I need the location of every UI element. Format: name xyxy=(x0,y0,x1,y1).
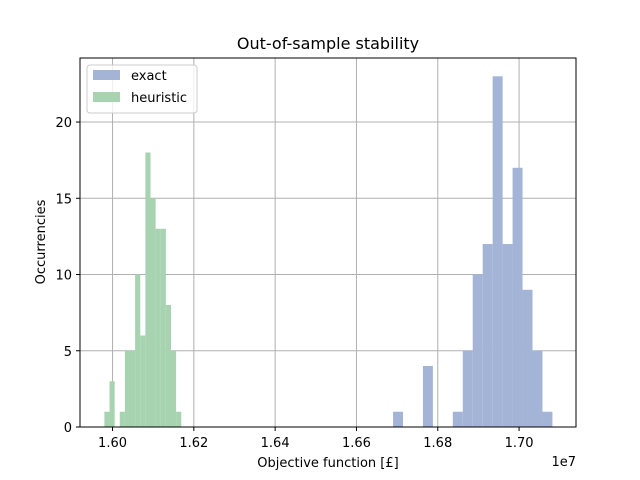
x-tick-label: 1.68 xyxy=(423,436,452,451)
y-tick-label: 5 xyxy=(64,345,72,360)
x-tick-label: 1.70 xyxy=(505,436,534,451)
chart-title: Out-of-sample stability xyxy=(237,34,419,53)
y-axis-label: Occurrencies xyxy=(34,199,49,284)
x-axis-ticks: 1.60 1.62 1.64 1.66 1.68 1.70 xyxy=(98,427,534,451)
y-axis-ticks: 0 5 10 15 20 xyxy=(55,116,80,436)
x-axis-offset-label: 1e7 xyxy=(551,455,576,470)
x-axis-label: Objective function [£] xyxy=(257,456,398,471)
legend: exact heuristic xyxy=(86,64,198,114)
histogram-bar-exact xyxy=(393,411,404,427)
x-tick-label: 1.60 xyxy=(98,436,127,451)
histogram-bar-exact xyxy=(492,76,503,428)
histogram-bar-heuristic xyxy=(165,305,171,427)
histogram-bar-heuristic xyxy=(130,350,136,427)
histogram-bar-heuristic xyxy=(145,152,151,428)
histogram-bar-exact xyxy=(462,350,473,427)
histogram-bar-heuristic xyxy=(109,381,115,427)
histogram-bar-exact xyxy=(522,289,533,427)
legend-label-exact: exact xyxy=(131,69,167,84)
histogram-bar-exact xyxy=(452,411,463,427)
histogram-bar-heuristic xyxy=(160,228,166,427)
y-tick-label: 20 xyxy=(55,116,72,131)
legend-label-heuristic: heuristic xyxy=(131,91,187,106)
series-heuristic-bars xyxy=(104,152,182,428)
histogram-bar-heuristic xyxy=(124,350,131,427)
histogram-bar-exact xyxy=(512,167,523,427)
x-tick-label: 1.62 xyxy=(179,436,208,451)
histogram-bar-heuristic xyxy=(119,411,125,427)
histogram-bar-exact xyxy=(472,274,483,427)
histogram-bar-heuristic xyxy=(150,198,156,427)
y-tick-label: 10 xyxy=(55,269,72,284)
histogram-bar-exact xyxy=(502,244,513,427)
y-tick-label: 15 xyxy=(55,192,72,207)
histogram-bar-heuristic xyxy=(104,411,110,427)
plot-area-frame xyxy=(79,57,577,428)
histogram-bar-heuristic xyxy=(140,335,146,427)
series-exact-bars xyxy=(393,76,553,428)
histogram-bar-heuristic xyxy=(170,350,177,427)
y-tick-label: 0 xyxy=(64,421,72,436)
histogram-bar-exact xyxy=(542,411,553,427)
histogram-bar-exact xyxy=(482,244,493,427)
x-tick-label: 1.64 xyxy=(261,436,290,451)
x-tick-label: 1.66 xyxy=(342,436,371,451)
histogram-bar-heuristic xyxy=(155,228,161,427)
histogram-bar-heuristic xyxy=(176,411,182,427)
histogram-bar-exact xyxy=(422,366,433,427)
histogram-bar-heuristic xyxy=(135,274,141,427)
legend-swatch-heuristic xyxy=(93,92,120,102)
legend-swatch-exact xyxy=(93,70,120,80)
histogram-bar-exact xyxy=(532,350,543,427)
